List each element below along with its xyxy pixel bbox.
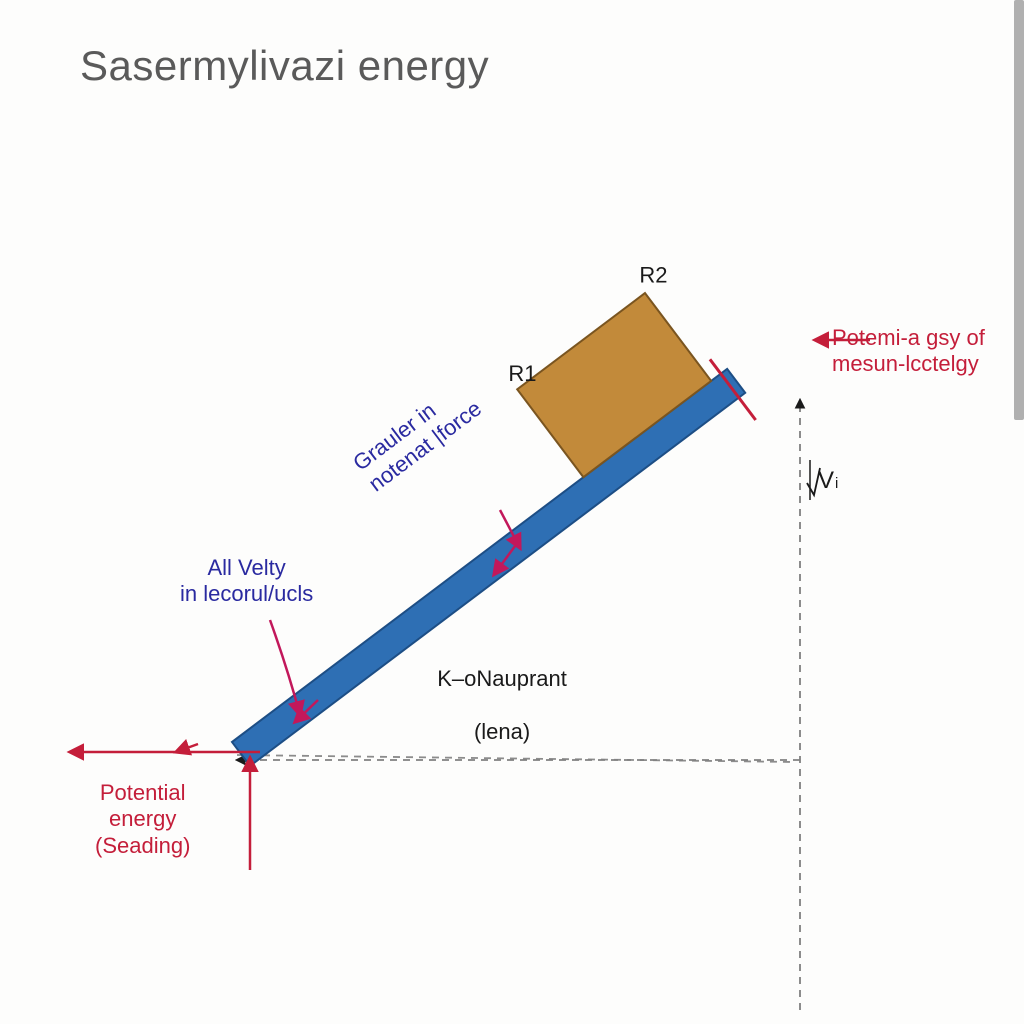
all-velty-label: All Velty in lecorul/ucls <box>180 555 313 608</box>
block <box>517 293 711 477</box>
svg-text:i: i <box>835 475 838 492</box>
potential-bottom-label: Potential energy (Seading) <box>95 780 190 859</box>
svg-text:V: V <box>818 467 834 494</box>
vi-mark: V i <box>807 460 838 500</box>
dashed-diag <box>237 755 795 762</box>
r1-label: R1 <box>508 361 536 386</box>
physics-diagram: R1 R2 V i <box>0 0 1024 1024</box>
r2-label: R2 <box>639 262 667 287</box>
k-naupr-sub: (lena) <box>474 719 530 744</box>
k-naupr-label: K–oNauprant <box>437 666 567 691</box>
potential-right-label: Potemi-a gsy of mesun-lcctelgy <box>832 325 985 378</box>
